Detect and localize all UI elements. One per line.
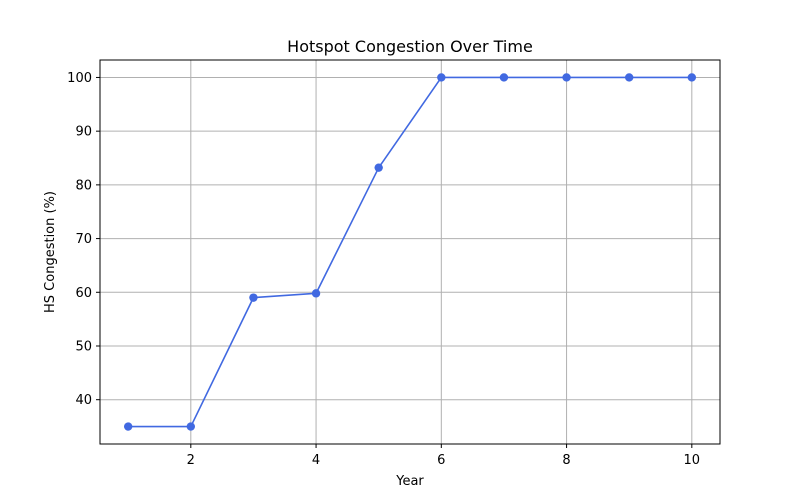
x-axis: 2 4 6 8 10 [187, 444, 700, 468]
x-axis-label: Year [395, 474, 424, 489]
y-tick-label: 70 [75, 232, 92, 247]
data-point [687, 73, 697, 82]
grid [100, 60, 720, 444]
y-tick-label: 50 [75, 339, 92, 354]
data-point [562, 73, 571, 82]
series-line [128, 76, 692, 428]
data-point [123, 422, 133, 431]
y-tick-label: 40 [75, 393, 92, 408]
chart-title: Hotspot Congestion Over Time [287, 37, 533, 56]
x-tick-label: 8 [562, 453, 570, 468]
y-tick-label: 90 [75, 125, 92, 140]
x-tick-label: 2 [187, 453, 195, 468]
y-axis-label: HS Congestion (%) [43, 191, 58, 313]
data-point [624, 73, 634, 82]
data-point [437, 73, 446, 82]
x-tick-label: 10 [684, 453, 701, 468]
data-point [249, 293, 258, 302]
series-layer [123, 73, 697, 431]
y-tick-label: 80 [75, 178, 92, 193]
data-point [311, 289, 321, 298]
x-tick-label: 6 [437, 453, 445, 468]
y-tick-label: 100 [67, 71, 92, 86]
y-tick-label: 60 [75, 286, 92, 301]
data-point [374, 163, 383, 172]
data-point [499, 73, 509, 82]
x-tick-label: 4 [312, 453, 320, 468]
data-point [186, 422, 196, 431]
plot-frame [99, 59, 721, 445]
y-axis: 40 50 60 70 80 90 100 [67, 71, 100, 408]
